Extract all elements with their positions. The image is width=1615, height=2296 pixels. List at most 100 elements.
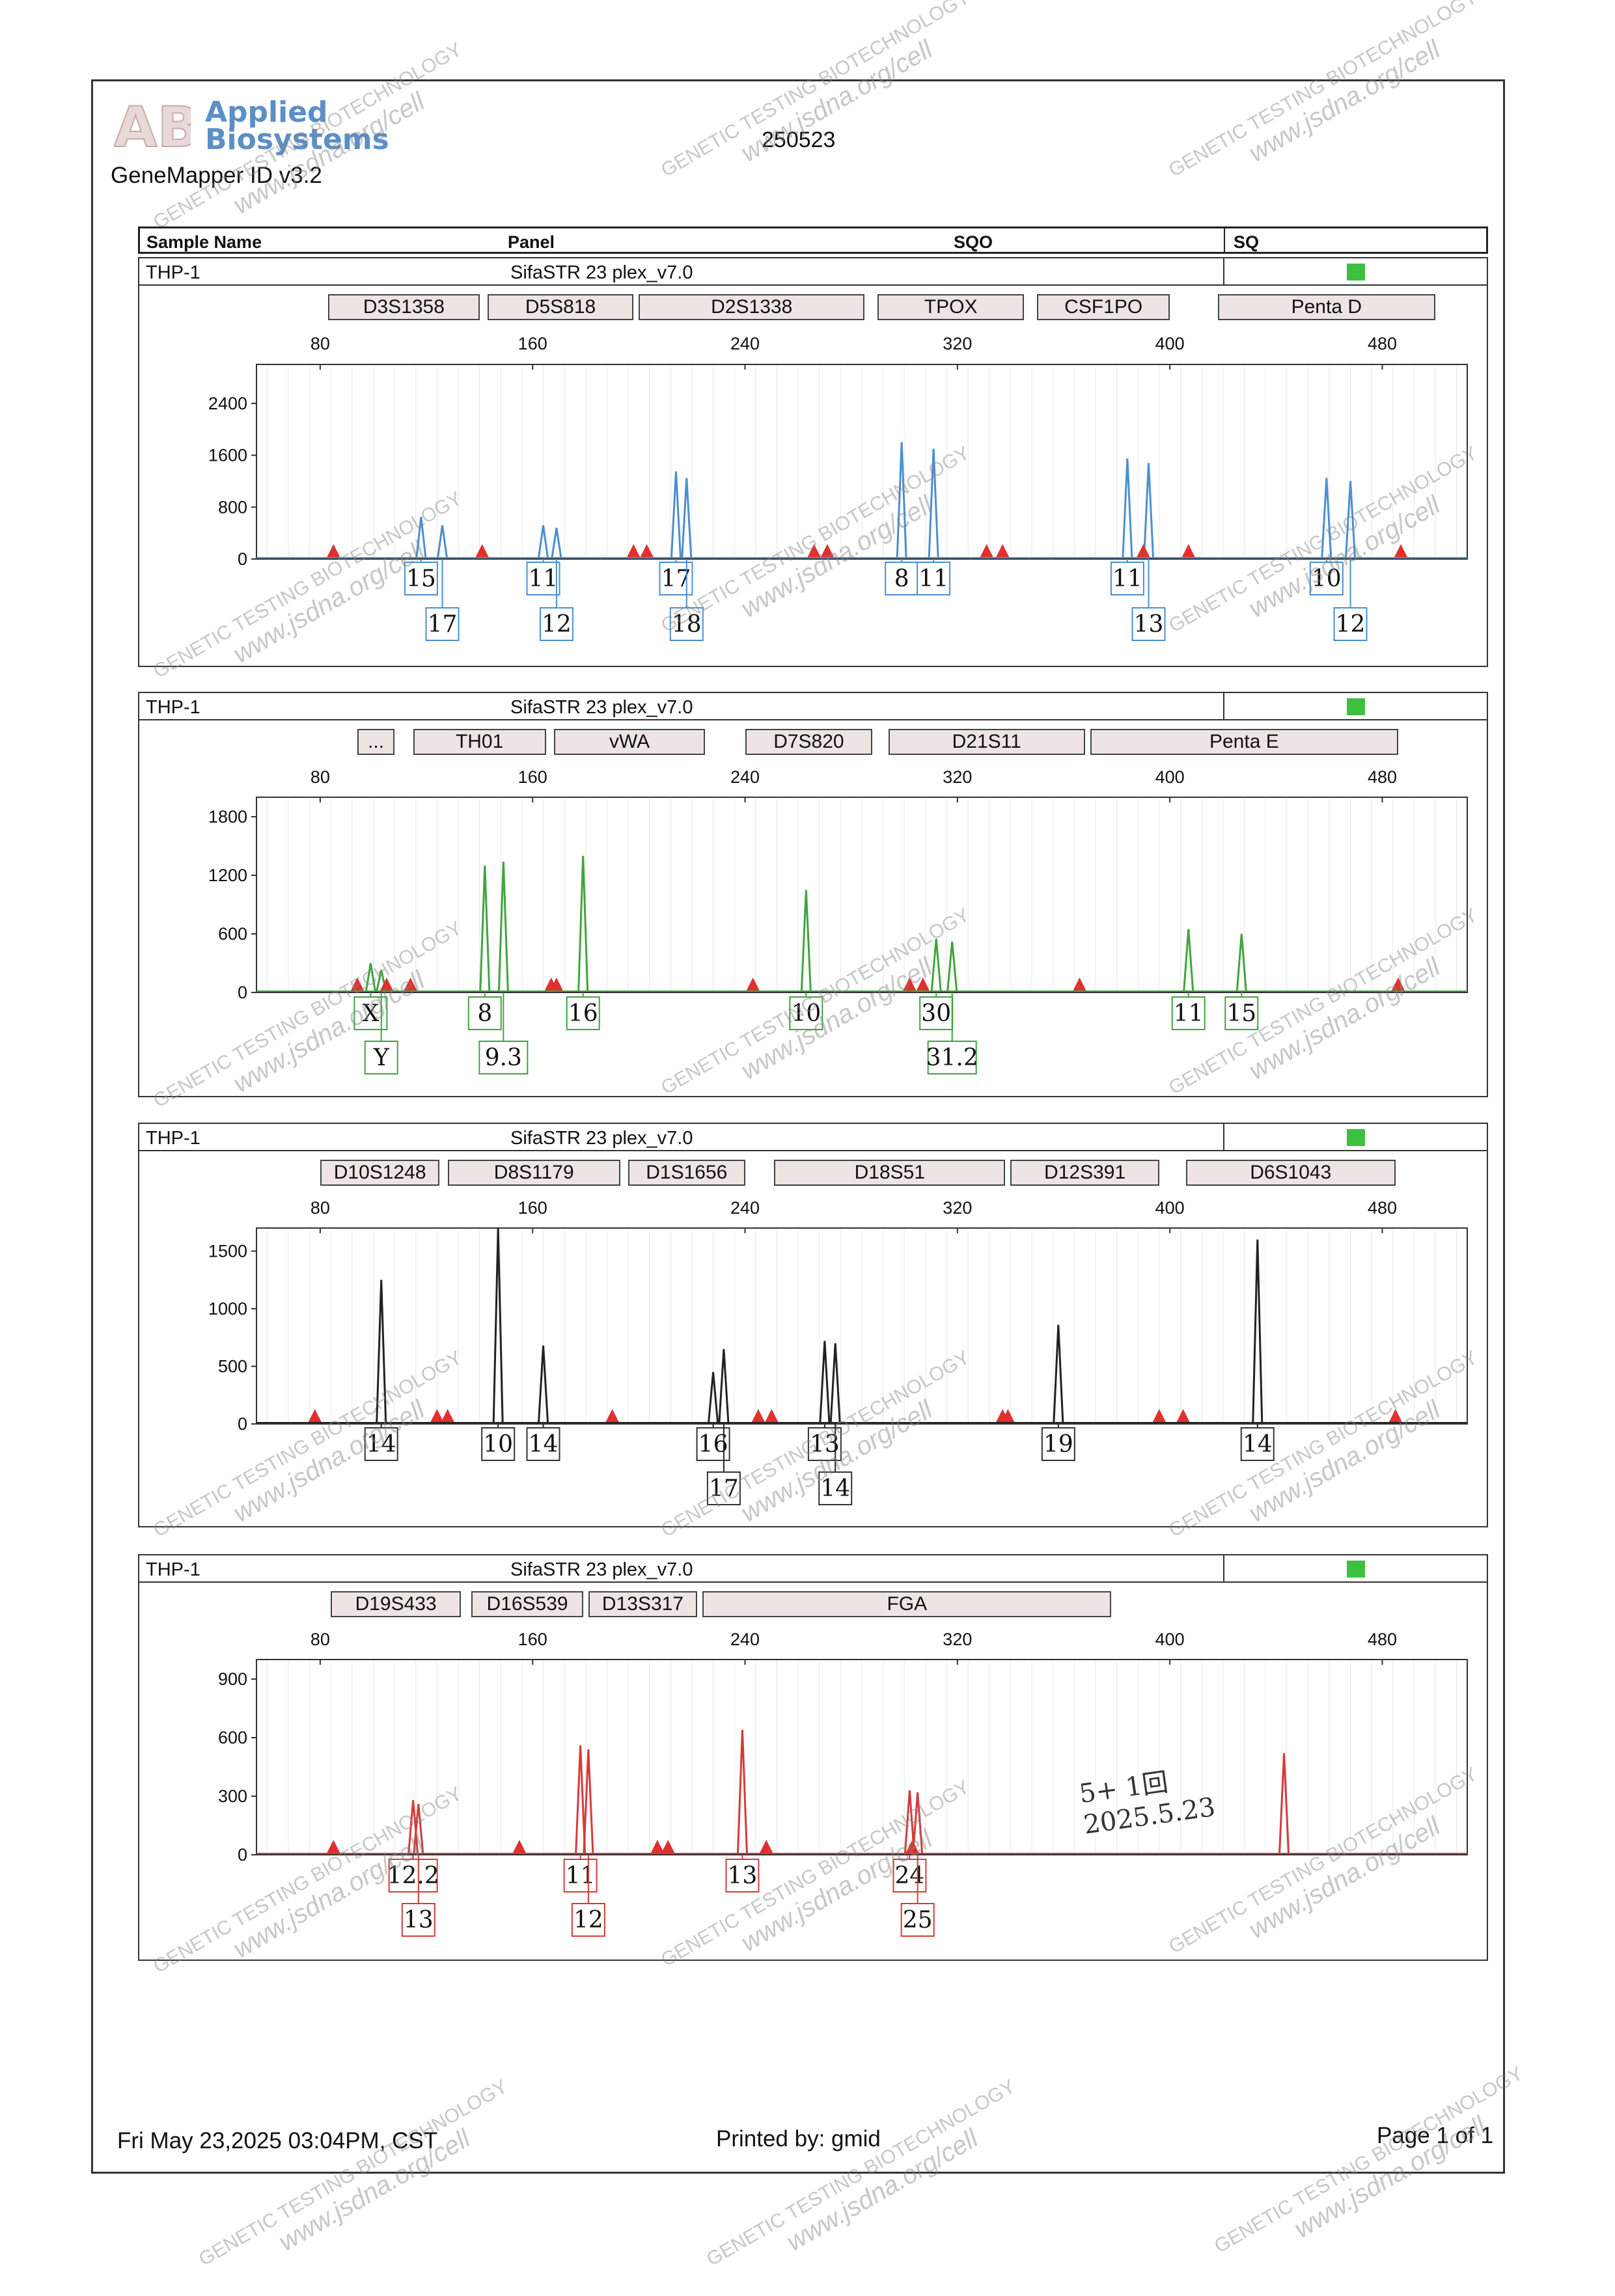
marker-bin[interactable]: ...: [357, 729, 395, 755]
marker-bin[interactable]: D16S539: [471, 1591, 583, 1617]
allele-call-box: [927, 1041, 977, 1074]
allele-call-box: [1333, 607, 1368, 641]
col-panel: Panel: [508, 232, 555, 252]
ab-logo-icon: AB: [114, 98, 191, 156]
allele-call-box: [1110, 562, 1144, 595]
col-sample-name: Sample Name: [146, 232, 262, 252]
marker-bin[interactable]: TH01: [413, 729, 546, 755]
sq-separator: [1223, 1124, 1224, 1150]
panel-name: SifaSTR 23 plex_v7.0: [510, 262, 693, 283]
brand-name: Applied Biosystems: [205, 98, 389, 154]
marker-bin[interactable]: Penta D: [1217, 294, 1436, 320]
x-tick-label: 80: [311, 767, 330, 787]
trace-peak: [1235, 933, 1247, 992]
svg-text:AB: AB: [114, 98, 191, 156]
marker-bin[interactable]: D6S1043: [1185, 1160, 1396, 1186]
panel-name: SifaSTR 23 plex_v7.0: [510, 697, 693, 718]
allele-call-label: 14: [529, 1431, 559, 1458]
trace-peak: [492, 1227, 504, 1423]
stutter-marker-icon: [1394, 544, 1408, 557]
col-separator: [1224, 228, 1225, 252]
marker-bin[interactable]: TPOX: [877, 294, 1024, 320]
electropherogram-panel-blue: THP-1 SifaSTR 23 plex_v7.0 D3S1358 D5S818 D2…: [138, 257, 1488, 667]
trace-peak: [551, 527, 562, 558]
trace-peak: [479, 865, 491, 992]
y-tick-label: 600: [218, 1728, 247, 1747]
allele-call-box: [388, 1859, 438, 1893]
col-sq: SQ: [1234, 232, 1260, 252]
marker-bin[interactable]: D5S818: [487, 294, 634, 320]
allele-call-box: [900, 1903, 935, 1937]
stutter-marker-icon: [640, 544, 654, 557]
sq-separator: [1223, 693, 1224, 719]
marker-bin[interactable]: CSF1PO: [1037, 294, 1170, 320]
trace-peak: [1122, 458, 1133, 558]
marker-bin[interactable]: D10S1248: [320, 1160, 440, 1186]
stutter-marker-icon: [1391, 977, 1405, 991]
stutter-marker-icon: [650, 1840, 664, 1853]
allele-call-box: [1309, 562, 1344, 595]
marker-bin[interactable]: FGA: [702, 1591, 1112, 1617]
allele-call-label: 16: [568, 1000, 598, 1027]
plot-frame: [256, 1227, 1468, 1425]
stutter-marker-icon: [807, 544, 821, 557]
sq-quality-flag: [1347, 1129, 1365, 1146]
x-tick-label: 400: [1155, 767, 1185, 787]
marker-bin[interactable]: Penta E: [1090, 729, 1398, 755]
marker-bin[interactable]: D21S11: [888, 729, 1085, 755]
allele-call-box: [364, 1041, 398, 1074]
allele-call-box: [566, 996, 600, 1030]
app-name: GeneMapper ID v3.2: [111, 163, 322, 188]
allele-call-label: 25: [903, 1907, 933, 1934]
x-tick-label: 240: [730, 767, 760, 787]
marker-bin[interactable]: vWA: [553, 729, 706, 755]
marker-bin[interactable]: D19S433: [331, 1591, 462, 1617]
x-tick-label: 80: [311, 1198, 330, 1218]
electropherogram-panel-black: THP-1 SifaSTR 23 plex_v7.0 D10S1248 D8S1179…: [138, 1123, 1488, 1527]
trace-peak: [736, 1729, 748, 1854]
stutter-marker-icon: [746, 977, 760, 991]
allele-call-box: [425, 607, 460, 641]
stutter-marker-icon: [1073, 977, 1086, 991]
marker-bin[interactable]: D8S1179: [447, 1160, 620, 1186]
x-tick-label: 400: [1155, 1630, 1185, 1649]
allele-call-box: [481, 1427, 516, 1461]
stutter-marker-icon: [380, 977, 393, 991]
marker-bin[interactable]: D18S51: [774, 1160, 1006, 1186]
electropherogram-panel-green: THP-1 SifaSTR 23 plex_v7.0... TH01 vWA D7S82…: [138, 692, 1488, 1097]
allele-call-label: 8: [894, 566, 909, 592]
allele-call-label: 14: [366, 1431, 396, 1458]
trace-peak: [819, 1341, 831, 1423]
stutter-marker-icon: [475, 544, 489, 557]
allele-call-box: [478, 1041, 529, 1074]
allele-call-label: 31.2: [926, 1045, 978, 1071]
x-tick-label: 80: [311, 1630, 330, 1649]
stutter-marker-icon: [1176, 1409, 1190, 1422]
trace-peak: [497, 861, 509, 992]
trace-peak: [1345, 481, 1357, 558]
sample-name: THP-1: [146, 262, 200, 283]
trace-peak: [413, 1803, 424, 1854]
marker-bin[interactable]: D3S1358: [328, 294, 480, 320]
marker-bin[interactable]: D7S820: [745, 729, 873, 755]
stutter-marker-icon: [549, 977, 563, 991]
allele-call-label: 11: [529, 566, 559, 592]
electropherogram-plot: 80 160 240 320 400 480 0 500 1000 1500 14 10 14 16 17 1…: [208, 1198, 1468, 1505]
marker-bin[interactable]: D13S317: [588, 1591, 698, 1617]
stutter-marker-icon: [327, 1840, 340, 1853]
allele-call-label: 13: [810, 1431, 840, 1458]
marker-bin[interactable]: D1S1656: [628, 1160, 745, 1186]
allele-call-box: [1041, 1427, 1075, 1461]
y-tick-label: 2400: [208, 394, 247, 413]
allele-call-label: 12: [1336, 611, 1366, 638]
allele-call-label: 15: [406, 566, 436, 592]
trace-peak: [930, 938, 942, 992]
marker-bin[interactable]: D2S1338: [639, 294, 865, 320]
report-id: 250523: [762, 128, 836, 152]
allele-call-label: 9.3: [485, 1045, 522, 1071]
allele-call-label: 24: [895, 1863, 925, 1889]
marker-bin[interactable]: D12S391: [1010, 1160, 1159, 1186]
electropherogram-panel-red: THP-1 SifaSTR 23 plex_v7.0 D19S433 D16S539 D…: [138, 1554, 1488, 1961]
allele-call-box: [818, 1471, 853, 1505]
stutter-marker-icon: [1181, 544, 1195, 557]
